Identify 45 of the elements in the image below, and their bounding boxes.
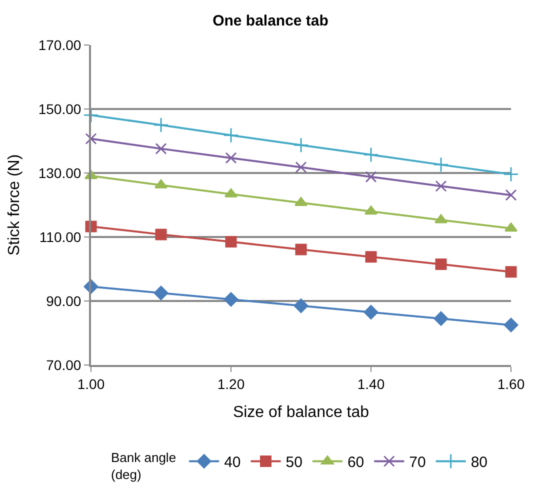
point: [505, 189, 517, 201]
point: [85, 133, 97, 145]
chart-title: One balance tab: [212, 12, 328, 30]
point: [223, 127, 239, 143]
point: [83, 107, 99, 123]
legend-label: 70: [409, 454, 426, 472]
point: [293, 137, 309, 153]
point: [435, 258, 447, 270]
y-tick-label: 130.00: [38, 164, 82, 181]
y-tick-label: 170.00: [38, 36, 82, 53]
y-tick-label: 70.00: [46, 356, 82, 373]
x-tick-label: 1.20: [217, 376, 245, 392]
point: [155, 142, 167, 154]
y-tick-label: 150.00: [38, 100, 82, 117]
point: [433, 156, 449, 172]
point: [365, 171, 377, 183]
point: [153, 117, 169, 133]
point: [504, 318, 518, 332]
point: [155, 228, 167, 240]
y-axis-title: Stick force (N): [6, 154, 23, 256]
point: [503, 166, 519, 182]
legend-label: 50: [286, 454, 302, 472]
legend-label: 40: [224, 454, 241, 472]
x-axis-title: Size of balance tab: [232, 404, 370, 421]
point: [363, 147, 379, 163]
x-tick-label: 1.60: [497, 376, 525, 392]
x-tick-label: 1.00: [77, 376, 105, 392]
point: [435, 180, 447, 192]
point: [224, 292, 238, 307]
legend-label: 60: [347, 454, 364, 472]
y-tick-label: 90.00: [46, 292, 82, 309]
point: [154, 286, 168, 300]
point: [364, 304, 378, 320]
point: [365, 251, 377, 263]
x-tick-label: 1.40: [357, 376, 385, 392]
y-tick-label: 110.00: [39, 228, 82, 245]
legend-title: Bank angle (deg): [111, 450, 176, 482]
legend-label: 80: [470, 454, 488, 472]
point: [295, 161, 307, 173]
point: [294, 298, 308, 314]
point: [434, 311, 448, 326]
point: [295, 244, 307, 256]
point: [225, 152, 237, 164]
point: [225, 236, 237, 248]
point: [505, 266, 517, 278]
